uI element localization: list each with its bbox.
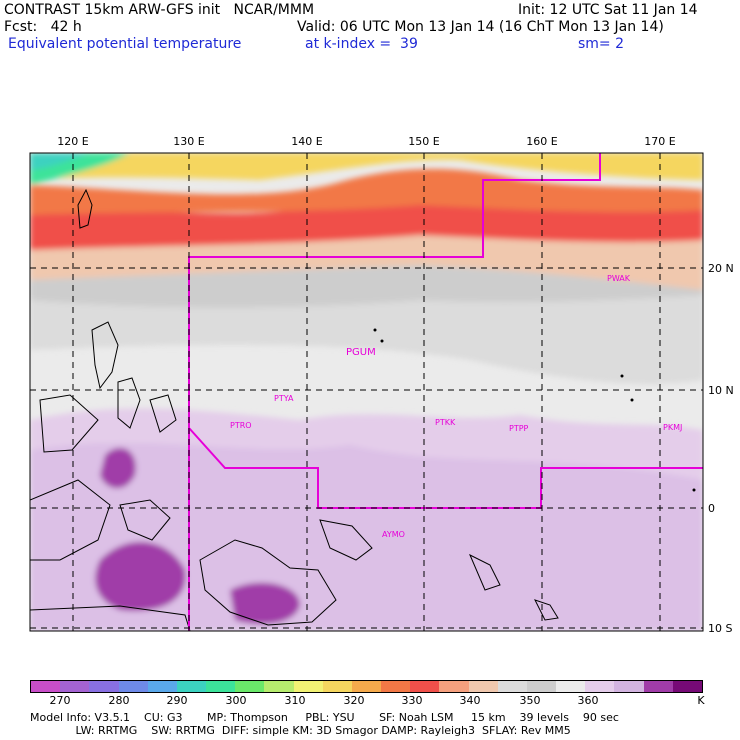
color-scale-label: 310	[284, 694, 306, 707]
color-scale-label: 340	[459, 694, 481, 707]
color-scale-label: 280	[108, 694, 130, 707]
color-scale-cell	[497, 681, 527, 692]
color-scale-cell	[410, 681, 440, 692]
lat-label-0: 0	[708, 502, 715, 515]
header-model-title: CONTRAST 15km ARW-GFS init NCAR/MMM	[4, 2, 315, 18]
color-scale-cell	[614, 681, 644, 692]
color-scale-label: K	[697, 694, 705, 707]
header-valid-time: Valid: 06 UTC Mon 13 Jan 14 (16 ChT Mon …	[297, 19, 664, 35]
color-scale-cell	[206, 681, 236, 692]
color-scale-label: 360	[577, 694, 599, 707]
color-scale-cell	[89, 681, 119, 692]
station-pwak: PWAK	[607, 274, 631, 283]
color-scale-cell	[31, 681, 61, 692]
header-smoothing: sm= 2	[578, 36, 625, 52]
station-ptya: PTYA	[274, 394, 294, 403]
color-scale-cell	[322, 681, 352, 692]
color-scale-cell	[585, 681, 615, 692]
station-pgum: PGUM	[346, 347, 376, 358]
lon-label-150e: 150 E	[408, 135, 439, 148]
color-scale-cell	[176, 681, 207, 692]
color-scale-cell	[468, 681, 498, 692]
lon-label-130e: 130 E	[173, 135, 204, 148]
header-field-name: Equivalent potential temperature	[8, 36, 242, 52]
color-scale-cell	[264, 681, 294, 692]
station-ptpp: PTPP	[509, 424, 529, 433]
lon-label-170e: 170 E	[644, 135, 675, 148]
color-scale-bar	[30, 680, 703, 693]
color-scale-cell	[293, 681, 323, 692]
color-scale-label: 330	[401, 694, 423, 707]
station-ptro: PTRO	[230, 421, 252, 430]
footer-physics-info: LW: RRTMG SW: RRTMG DIFF: simple KM: 3D …	[30, 724, 571, 737]
color-scale-cell	[672, 681, 702, 692]
lon-label-120e: 120 E	[57, 135, 88, 148]
color-scale-label: 290	[166, 694, 188, 707]
color-scale-cell	[556, 681, 586, 692]
lon-label-140e: 140 E	[291, 135, 322, 148]
color-scale-cell	[118, 681, 148, 692]
lon-label-160e: 160 E	[526, 135, 557, 148]
station-aymo: AYMO	[382, 530, 405, 539]
color-scale-cell	[235, 681, 265, 692]
color-scale-label: 320	[343, 694, 365, 707]
color-scale-label: 270	[49, 694, 71, 707]
lat-label-20n: 20 N	[708, 262, 734, 275]
header-level: at k-index = 39	[305, 36, 418, 52]
header-init-time: Init: 12 UTC Sat 11 Jan 14	[518, 2, 698, 18]
color-scale-label: 350	[519, 694, 541, 707]
color-scale-cell	[60, 681, 90, 692]
station-pkmj: PKMJ	[663, 423, 682, 432]
color-scale-label: 300	[225, 694, 247, 707]
header-forecast-hour: Fcst: 42 h	[4, 19, 82, 35]
color-scale-cell	[147, 681, 177, 692]
station-ptkk: PTKK	[435, 418, 456, 427]
lat-label-10n: 10 N	[708, 384, 734, 397]
lat-label-10s: 10 S	[708, 622, 732, 635]
color-scale-cell	[351, 681, 382, 692]
color-scale-cell	[439, 681, 469, 692]
color-scale-cell	[381, 681, 411, 692]
color-scale-cell	[526, 681, 557, 692]
footer-model-info: Model Info: V3.5.1 CU: G3 MP: Thompson P…	[30, 711, 619, 724]
color-scale-cell	[643, 681, 673, 692]
